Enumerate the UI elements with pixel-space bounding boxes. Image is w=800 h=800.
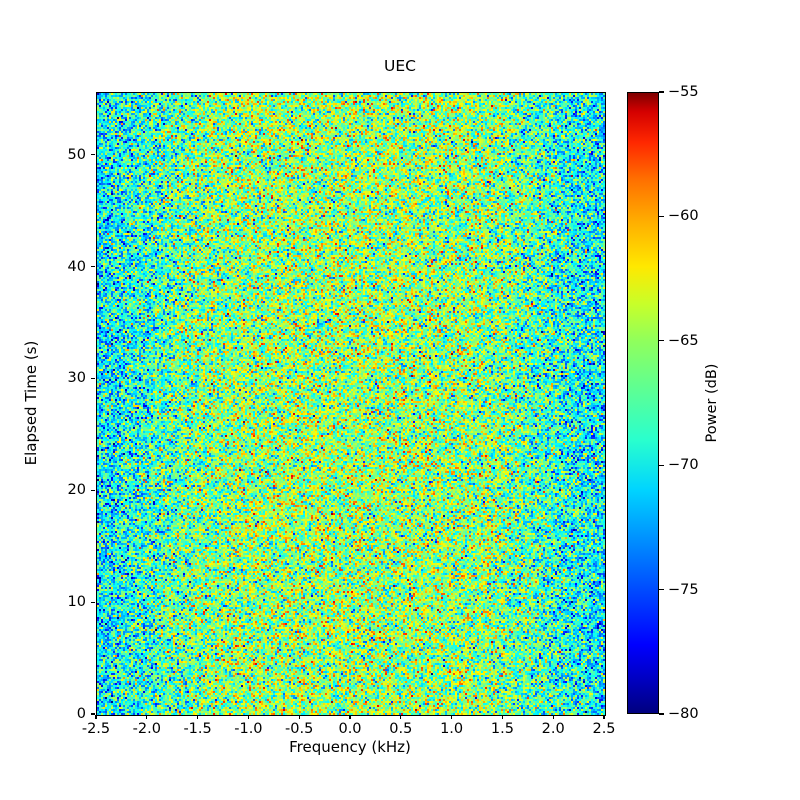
x-tick-mark: [349, 715, 351, 719]
x-tick-label: -0.5: [285, 721, 314, 737]
colorbar-tick-label: −70: [668, 457, 699, 474]
x-tick-label: -2.0: [132, 721, 161, 737]
y-tick-label: 40: [67, 258, 86, 275]
x-tick-mark: [451, 715, 453, 719]
x-tick-label: -2.5: [81, 721, 111, 737]
colorbar: [627, 92, 659, 714]
colorbar-tick-mark: [659, 91, 664, 93]
x-tick-label: 1.0: [440, 721, 464, 737]
y-tick-mark: [91, 377, 95, 379]
colorbar-tick-label: −55: [668, 84, 699, 100]
x-tick-mark: [501, 715, 503, 719]
y-tick-mark: [91, 154, 95, 156]
colorbar-gradient: [627, 92, 659, 714]
y-tick-label: 20: [67, 482, 86, 499]
colorbar-tick-mark: [659, 215, 664, 217]
x-tick-mark: [552, 715, 554, 719]
y-tick-mark: [91, 713, 95, 715]
y-tick-label: 30: [67, 370, 86, 387]
colorbar-label: Power (dB): [704, 363, 720, 443]
x-tick-label: 2.0: [541, 721, 565, 737]
y-tick-label: 10: [67, 594, 86, 611]
colorbar-tick-label: −65: [668, 332, 699, 349]
page-title: UEC: [384, 57, 416, 75]
x-tick-label: -1.5: [183, 721, 212, 737]
x-tick-mark: [146, 715, 148, 719]
x-tick-mark: [400, 715, 402, 719]
y-tick-label: 0: [76, 706, 86, 722]
x-tick-label: 0.0: [338, 721, 362, 737]
x-tick-mark: [298, 715, 300, 719]
y-tick-mark: [91, 489, 95, 491]
x-tick-mark: [603, 715, 605, 719]
colorbar-tick-label: −75: [668, 581, 699, 598]
x-tick-mark: [197, 715, 199, 719]
x-tick-label: 2.5: [592, 721, 616, 737]
x-axis-label: Frequency (kHz): [289, 738, 411, 756]
y-axis-label: Elapsed Time (s): [22, 340, 40, 466]
x-tick-label: 1.5: [490, 721, 514, 737]
colorbar-tick-label: −60: [668, 208, 699, 225]
y-tick-label: 50: [67, 146, 86, 163]
y-tick-mark: [91, 265, 95, 268]
x-tick-label: 0.5: [389, 721, 413, 737]
spectrogram-plot-area: [96, 92, 606, 716]
colorbar-tick-mark: [659, 464, 664, 466]
x-tick-mark: [95, 715, 97, 719]
colorbar-tick-mark: [659, 340, 664, 342]
spectrogram-image: [97, 93, 605, 715]
x-tick-mark: [247, 715, 249, 719]
colorbar-tick-label: −80: [668, 706, 699, 722]
x-tick-label: -1.0: [234, 721, 263, 737]
colorbar-tick-mark: [659, 589, 664, 591]
colorbar-tick-mark: [659, 713, 664, 715]
y-tick-mark: [91, 601, 95, 603]
